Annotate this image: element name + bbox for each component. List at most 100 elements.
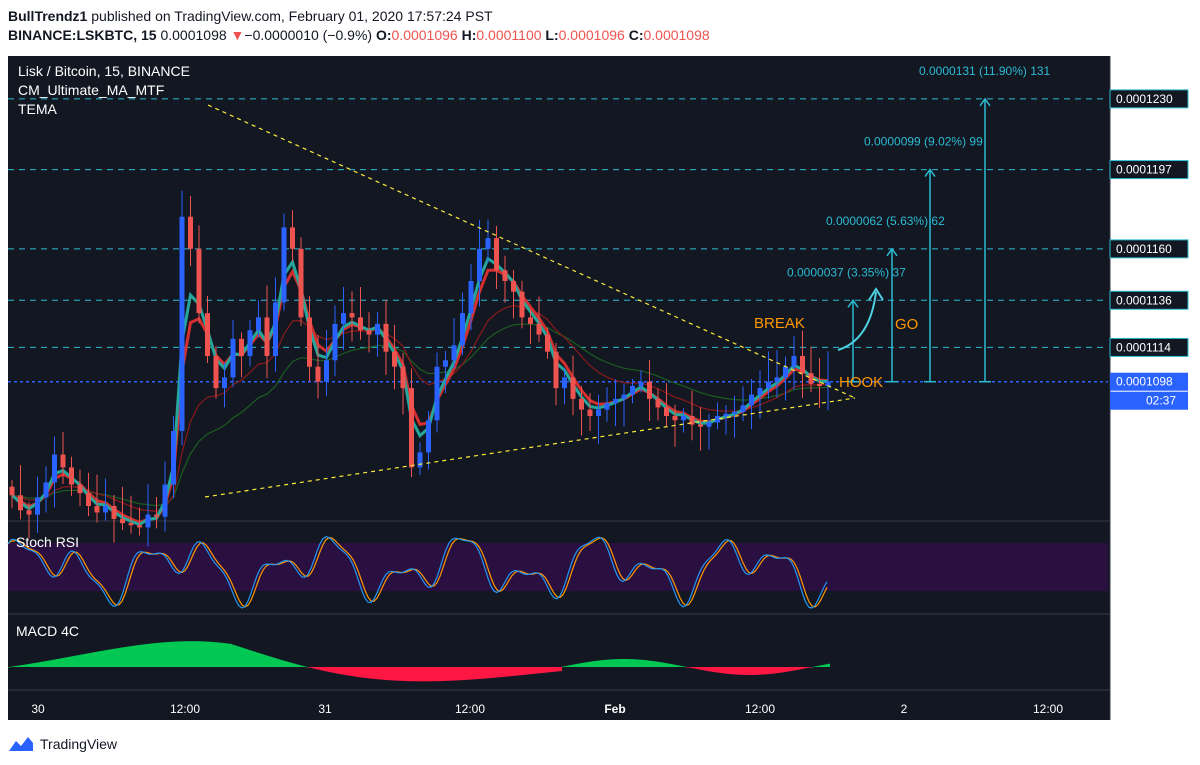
candle-body[interactable] [664,407,669,416]
candle-body[interactable] [647,381,652,399]
candle-body[interactable] [536,323,542,335]
candle-body[interactable] [485,238,491,249]
candle-body[interactable] [128,523,134,526]
candle-body[interactable] [426,420,431,453]
candle-body[interactable] [451,345,457,361]
candle-body[interactable] [545,334,550,352]
legend-indicator-ma[interactable]: CM_Ultimate_MA_MTF [18,82,164,98]
candle-body[interactable] [239,338,244,356]
upper-trendline[interactable] [207,104,856,399]
candle-body[interactable] [732,411,737,414]
candle-body[interactable] [655,398,661,408]
candle-body[interactable] [145,514,151,528]
candle-body[interactable] [103,506,108,513]
candle-body[interactable] [26,510,32,515]
candle-body[interactable] [35,497,40,515]
candle-body[interactable] [213,356,219,389]
candle-body[interactable] [290,227,295,249]
candle-body[interactable] [222,377,227,389]
candle-body[interactable] [179,216,185,431]
tradingview-footer[interactable]: TradingView [8,735,117,753]
candle-body[interactable] [681,416,686,421]
candle-body[interactable] [332,323,338,361]
candle-body[interactable] [298,248,304,318]
candle-body[interactable] [604,403,610,410]
candle-body[interactable] [630,386,635,395]
candle-body[interactable] [613,398,618,404]
candle-body[interactable] [111,506,117,519]
candle-body[interactable] [800,356,805,374]
candle-body[interactable] [43,482,49,498]
candle-body[interactable] [315,366,321,382]
candle-body[interactable] [94,506,100,513]
candle-body[interactable] [638,381,644,386]
candle-body[interactable] [375,323,380,335]
candle-body[interactable] [698,424,703,427]
candle-body[interactable] [808,373,814,384]
candle-body[interactable] [443,360,448,367]
candle-body[interactable] [579,398,584,410]
candle-body[interactable] [77,484,83,494]
candle-body[interactable] [188,216,193,249]
candle-body[interactable] [528,317,533,324]
candle-body[interactable] [825,381,831,386]
publisher-name[interactable]: BullTrendz1 [8,8,88,24]
legend-symbol[interactable]: Lisk / Bitcoin, 15, BINANCE [18,63,190,79]
candle-body[interactable] [120,518,125,524]
candle-body[interactable] [562,377,567,389]
candle-body[interactable] [494,238,499,271]
candle-body[interactable] [196,248,202,314]
candle-body[interactable] [757,388,763,395]
candle-body[interactable] [171,431,176,485]
candle-body[interactable] [137,525,142,528]
candle-body[interactable] [715,416,720,423]
candle-body[interactable] [341,313,346,324]
candle-body[interactable] [723,413,729,416]
candle-body[interactable] [621,394,627,399]
candle-body[interactable] [18,495,23,511]
stoch-rsi-label[interactable]: Stoch RSI [16,534,79,550]
candle-body[interactable] [230,338,236,378]
candle-body[interactable] [154,514,159,517]
candle-body[interactable] [324,360,329,382]
candle-body[interactable] [383,323,389,352]
candle-body[interactable] [9,486,15,496]
candle-body[interactable] [205,313,210,356]
candle-body[interactable] [519,291,525,318]
candle-body[interactable] [86,493,91,506]
candle-body[interactable] [689,416,695,425]
candle-body[interactable] [358,317,363,331]
candle-body[interactable] [307,317,312,367]
candle-body[interactable] [468,281,474,314]
macd-label[interactable]: MACD 4C [16,623,79,639]
candle-body[interactable] [774,377,780,382]
candle-body[interactable] [706,422,712,427]
candle-body[interactable] [766,381,771,389]
candle-body[interactable] [783,366,788,378]
candle-body[interactable] [587,409,593,416]
candle-body[interactable] [791,356,797,367]
candle-body[interactable] [162,484,168,517]
candle-body[interactable] [477,248,482,281]
legend-indicator-tema[interactable]: TEMA [18,101,58,117]
candle-body[interactable] [417,452,423,468]
candle-body[interactable] [409,388,414,468]
candle-body[interactable] [434,366,440,421]
candle-body[interactable] [672,416,678,421]
candle-body[interactable] [60,454,66,468]
candle-body[interactable] [749,394,754,406]
candle-body[interactable] [460,313,465,346]
lower-trendline[interactable] [204,397,856,498]
candle-body[interactable] [400,366,406,389]
candle-body[interactable] [247,330,253,356]
candle-body[interactable] [366,330,372,335]
candle-body[interactable] [349,313,355,318]
candle-body[interactable] [52,454,57,483]
candle-body[interactable] [596,409,601,416]
chart-canvas[interactable]: 0.0000037 (3.35%) 37 0.0000062 (5.63%) 62… [0,52,1200,727]
candle-body[interactable] [502,270,508,281]
candle-body[interactable] [281,227,287,303]
candle-body[interactable] [273,302,278,356]
candle-body[interactable] [264,317,270,356]
candle-body[interactable] [570,377,576,399]
